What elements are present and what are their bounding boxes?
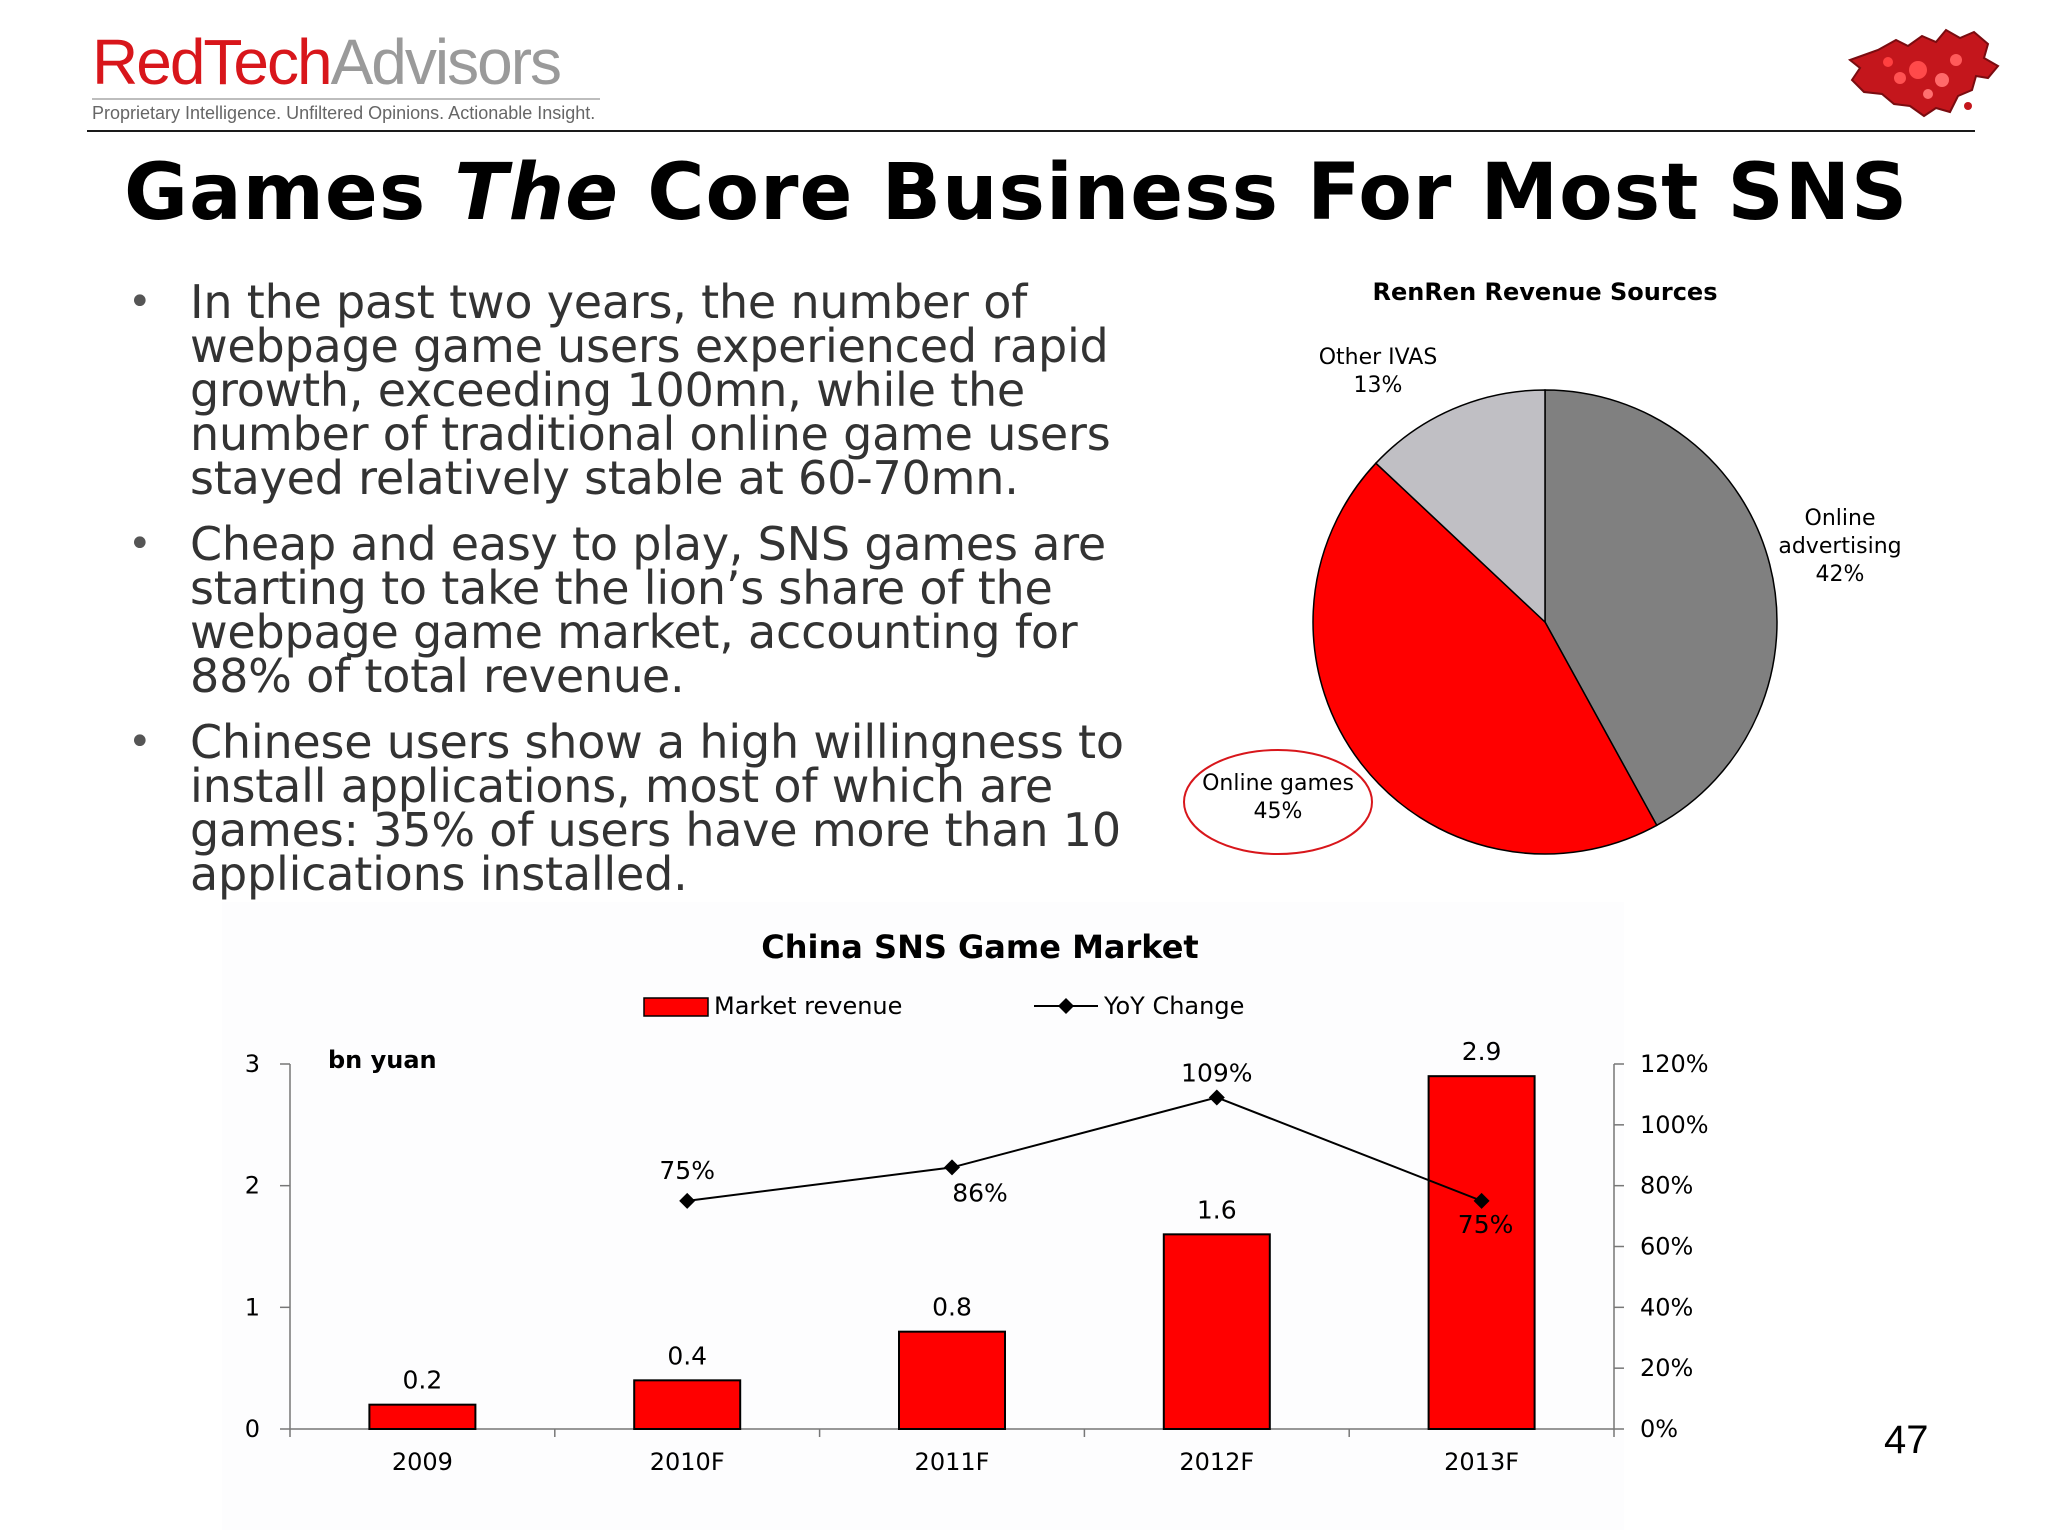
header-divider <box>87 130 1975 132</box>
slide-title: Games The Core Business For Most SNS <box>124 148 1908 238</box>
pie-label: Online <box>1805 506 1876 531</box>
pie-slice <box>1544 389 1778 827</box>
bar <box>633 1379 742 1431</box>
bar-value-label: 0.4 <box>667 1341 707 1370</box>
pie-label: advertising <box>1778 534 1901 559</box>
right-tick-label: 120% <box>1640 1050 1709 1078</box>
x-tick-label: 2010F <box>650 1448 725 1476</box>
x-tick-label: 2012F <box>1179 1448 1254 1476</box>
bar-value-label: 2.9 <box>1462 1037 1502 1066</box>
pie-slice <box>1312 462 1658 855</box>
pie-label: Other IVAS <box>1319 345 1438 370</box>
logo-gray-text: Advisors <box>330 26 562 98</box>
legend-swatch-bar <box>643 997 709 1017</box>
pie-value-label: 42% <box>1816 562 1865 587</box>
right-tick-label: 40% <box>1640 1293 1693 1321</box>
line-value-label: 75% <box>1458 1210 1514 1239</box>
line-value-label: 75% <box>659 1156 715 1185</box>
bullet-item: • Cheap and easy to play, SNS games are s… <box>128 521 1128 699</box>
logo-red-text: RedTech <box>92 26 333 98</box>
logo-wordmark: RedTechAdvisors <box>92 30 600 94</box>
bullet-item: • In the past two years, the number of we… <box>128 279 1128 501</box>
right-tick-label: 100% <box>1640 1111 1709 1139</box>
pie-slice <box>1374 389 1546 624</box>
x-tick-label: 2011F <box>915 1448 990 1476</box>
line-marker <box>1473 1192 1490 1209</box>
pie-title: RenRen Revenue Sources <box>1372 278 1717 306</box>
title-italic: The <box>454 148 620 238</box>
bullet-text: Cheap and easy to play, SNS games are st… <box>190 517 1106 703</box>
logo-rule <box>92 98 600 100</box>
bar <box>1427 1075 1536 1430</box>
bar <box>1162 1233 1271 1431</box>
bar <box>898 1330 1006 1430</box>
right-tick-label: 0% <box>1640 1415 1678 1443</box>
bar-chart-title: China SNS Game Market <box>761 928 1198 966</box>
logo-tagline: Proprietary Intelligence. Unfiltered Opi… <box>92 103 596 123</box>
line-marker <box>944 1159 960 1176</box>
slide-number: 47 <box>1884 1418 1929 1462</box>
bullet-item: • Chinese users show a high willingness t… <box>128 719 1128 897</box>
chart-panel <box>222 902 1624 1530</box>
china-map-icon <box>1847 28 2000 118</box>
unit-label: bn yuan <box>328 1046 437 1074</box>
left-tick-label: 0 <box>245 1415 260 1443</box>
bar-value-label: 1.6 <box>1197 1195 1237 1224</box>
left-tick-label: 3 <box>245 1050 260 1078</box>
bar-value-label: 0.2 <box>403 1366 443 1395</box>
bar <box>368 1403 477 1430</box>
bullet-text: Chinese users show a high willingness to… <box>190 715 1124 901</box>
x-tick-label: 2013F <box>1444 1448 1519 1476</box>
x-tick-label: 2009 <box>392 1448 453 1476</box>
left-tick-label: 2 <box>245 1172 260 1200</box>
line-marker <box>679 1192 696 1209</box>
legend-marker-diamond <box>1058 998 1074 1014</box>
right-tick-label: 20% <box>1640 1354 1693 1382</box>
yoy-line <box>687 1096 1482 1202</box>
legend-label-bar: Market revenue <box>714 992 902 1020</box>
pie-value-label: 45% <box>1254 799 1303 824</box>
title-part-1: Games <box>124 148 455 238</box>
bullet-dot-icon: • <box>128 279 152 325</box>
bullet-text: In the past two years, the number of web… <box>190 275 1111 505</box>
bullet-dot-icon: • <box>128 719 152 765</box>
legend-label-line: YoY Change <box>1103 992 1244 1020</box>
highlight-ring <box>1183 749 1373 855</box>
line-value-label: 86% <box>952 1178 1008 1207</box>
bullet-list: • In the past two years, the number of we… <box>128 279 1128 918</box>
left-tick-label: 1 <box>245 1293 260 1321</box>
pie-label: Online games <box>1202 771 1354 796</box>
right-tick-label: 60% <box>1640 1233 1693 1261</box>
line-value-label: 109% <box>1181 1058 1252 1087</box>
line-marker <box>1208 1089 1225 1106</box>
title-part-2: Core Business For Most SNS <box>619 148 1909 238</box>
redtech-logo: RedTechAdvisors Proprietary Intelligence… <box>92 30 600 124</box>
bullet-dot-icon: • <box>128 521 152 567</box>
right-tick-label: 80% <box>1640 1172 1693 1200</box>
pie-value-label: 13% <box>1354 373 1403 398</box>
bar-value-label: 0.8 <box>932 1293 972 1322</box>
